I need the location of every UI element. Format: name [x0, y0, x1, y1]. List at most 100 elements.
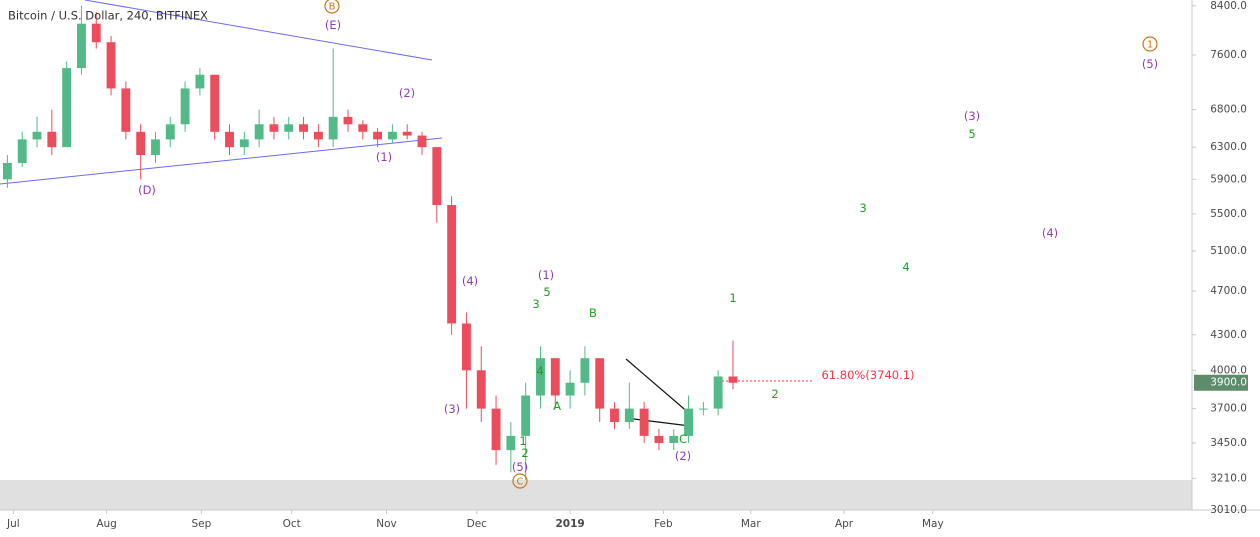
- candle-body: [536, 358, 545, 396]
- candle-body: [639, 408, 649, 436]
- last-price-label: 3900.0: [1210, 377, 1247, 389]
- candle-body: [136, 131, 146, 156]
- wave-label: (1): [376, 150, 392, 164]
- candle-body: [654, 435, 664, 443]
- candle-body: [491, 408, 501, 451]
- candle-body: [299, 124, 308, 132]
- candle-body: [698, 408, 708, 410]
- candle-body: [713, 376, 723, 409]
- wave-label: 3: [532, 297, 539, 311]
- candle-body: [358, 124, 368, 132]
- y-tick-label: 4000.0: [1210, 364, 1247, 376]
- candle-body: [669, 435, 679, 443]
- candles: [2, 5, 738, 480]
- y-tick-label: 3210.0: [1210, 472, 1247, 484]
- candle-body: [180, 88, 190, 125]
- y-tick-label: 3010.0: [1210, 504, 1247, 516]
- candle-body: [476, 370, 486, 409]
- wave-label: 4: [902, 260, 909, 274]
- wave-label: (E): [325, 18, 341, 32]
- candle-body: [76, 23, 86, 69]
- x-tick-label: Dec: [467, 518, 488, 530]
- candle-body: [624, 408, 634, 423]
- wave-label: (2): [675, 449, 691, 463]
- x-tick-label: Oct: [283, 518, 301, 530]
- candle-body: [62, 68, 72, 148]
- candle-body: [313, 131, 323, 140]
- wave-label: (4): [1042, 226, 1058, 240]
- trend-line: [84, 0, 433, 61]
- wave-label: (5): [1142, 57, 1158, 71]
- chart-title: Bitcoin / U.S. Dollar, 240, BITFINEX: [8, 9, 208, 23]
- wave-label: B: [589, 306, 597, 320]
- wave-label: 5: [968, 127, 975, 141]
- wave-label: C: [679, 432, 687, 446]
- wedge-line: [625, 358, 691, 415]
- y-tick-label: 5900.0: [1210, 173, 1247, 185]
- x-tick-label: Aug: [96, 518, 117, 530]
- wave-label: (4): [462, 274, 478, 288]
- candle-body: [239, 139, 249, 148]
- candle-body: [106, 42, 116, 89]
- candle-body: [284, 124, 294, 132]
- y-tick-label: 7600.0: [1210, 49, 1247, 61]
- y-tick-label: 5500.0: [1210, 208, 1247, 220]
- candle-body: [417, 135, 427, 148]
- y-tick-label: 6300.0: [1210, 141, 1247, 153]
- candle-body: [165, 124, 175, 140]
- candle-body: [373, 131, 383, 140]
- wave-label: C: [517, 477, 524, 488]
- candle-body: [32, 131, 42, 140]
- wave-label: 1: [1147, 40, 1153, 51]
- candle-body: [595, 358, 605, 409]
- y-tick-label: 3700.0: [1210, 403, 1247, 415]
- x-tick-label: Nov: [376, 518, 397, 530]
- y-tick-label: 5100.0: [1210, 245, 1247, 257]
- candle-body: [521, 395, 531, 436]
- wave-label: 5: [543, 285, 550, 299]
- candle-body: [225, 131, 234, 148]
- wave-label: 1: [519, 434, 526, 448]
- candle-body: [121, 88, 131, 132]
- x-tick-label: May: [922, 518, 944, 530]
- wave-circle: [512, 473, 528, 489]
- wedge-line: [625, 417, 691, 427]
- wave-label: 3: [859, 201, 866, 215]
- x-tick-label: Sep: [191, 518, 211, 530]
- candle-body: [47, 131, 57, 148]
- wave-circle: [324, 0, 340, 14]
- candle-body: [565, 382, 575, 396]
- y-tick-label: 3450.0: [1210, 437, 1247, 449]
- candle-body: [432, 147, 442, 206]
- candle-body: [580, 358, 590, 383]
- wave-label: (1): [538, 268, 554, 282]
- last-price-badge: [1194, 374, 1248, 391]
- y-tick-label: 8400.0: [1210, 0, 1247, 12]
- candle-body: [269, 124, 279, 132]
- candle-body: [328, 116, 338, 140]
- wave-label: B: [329, 2, 336, 13]
- x-tick-label: Mar: [741, 518, 761, 530]
- candle-body: [387, 131, 397, 140]
- candle-body: [506, 435, 516, 451]
- wave-label: 4: [536, 364, 543, 378]
- candle-body: [447, 205, 457, 324]
- candle-body: [343, 116, 353, 125]
- candle-body: [610, 408, 619, 423]
- candle-body: [550, 358, 560, 396]
- wave-circle: [1142, 36, 1158, 52]
- x-tick-label: 2019: [555, 518, 584, 530]
- candle-body: [17, 139, 27, 163]
- candle-body: [402, 131, 412, 136]
- candle-body: [195, 74, 205, 89]
- y-tick-label: 4300.0: [1210, 329, 1247, 341]
- wave-label: 1: [729, 291, 736, 305]
- candle-body: [2, 162, 12, 180]
- x-tick-label: Feb: [654, 518, 673, 530]
- wave-label: A: [553, 399, 561, 413]
- wave-label: (5): [512, 460, 528, 474]
- wave-label: 61.80%(3740.1): [821, 368, 914, 382]
- candle-body: [728, 376, 738, 383]
- candle-body: [210, 74, 220, 132]
